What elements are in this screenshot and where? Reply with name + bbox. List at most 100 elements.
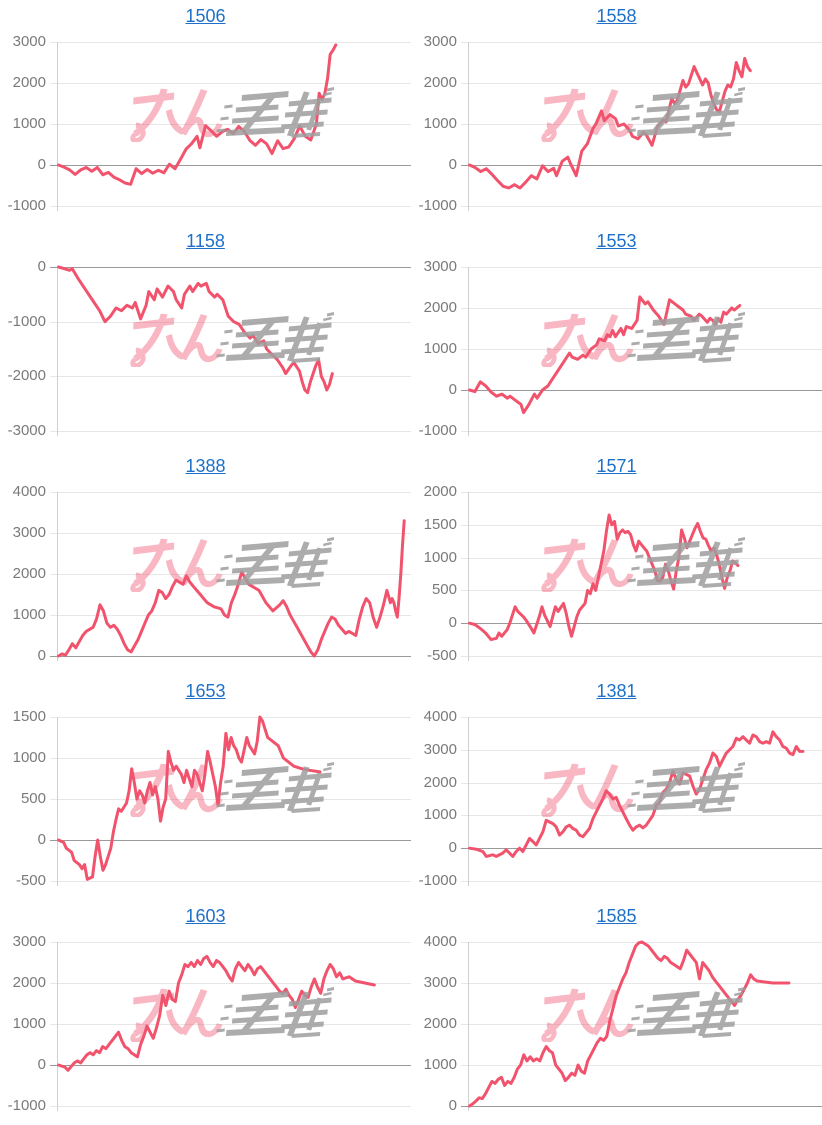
y-axis-tick-label: 1500 [423, 515, 457, 533]
chart-title-link[interactable]: 1571 [596, 456, 637, 476]
chart-title: 1388 [0, 456, 411, 477]
y-axis-tick-label: -1000 [418, 422, 457, 439]
chart-card: 1558 3000 2000 1000 0 -1000 [411, 0, 822, 225]
y-axis-tick-label: -1000 [7, 197, 46, 214]
gridline [461, 881, 822, 882]
chart-title-link[interactable]: 1653 [185, 681, 226, 701]
chart-title-link[interactable]: 1558 [596, 6, 637, 26]
chart-card: 1388 4000 3000 2000 1000 0 [0, 450, 411, 675]
chart-card: 1381 4000 3000 2000 1000 0 -1000 [411, 675, 822, 900]
gridline [50, 1024, 411, 1025]
chart-card: 1653 1500 1000 500 0 -500 [0, 675, 411, 900]
y-axis-tick-label: -1000 [7, 1097, 46, 1114]
gridline [461, 717, 822, 718]
gridline [50, 983, 411, 984]
y-axis-tick-label: 3000 [12, 933, 46, 950]
gridline [461, 983, 822, 984]
gridline [50, 492, 411, 493]
series-line [468, 513, 740, 642]
zero-gridline [461, 848, 822, 850]
y-axis-tick-label: 3000 [423, 974, 457, 991]
series-line [468, 940, 791, 1108]
gridline [461, 431, 822, 432]
chart-title: 1506 [0, 6, 411, 27]
gridline [50, 124, 411, 125]
y-axis-tick-label: 4000 [423, 708, 457, 725]
gridline [50, 615, 411, 616]
chart-title: 1603 [0, 906, 411, 927]
gridline [461, 1024, 822, 1025]
y-axis-tick-label: 0 [448, 1097, 457, 1114]
y-axis-tick-label: 0 [37, 1056, 46, 1073]
gridline [461, 815, 822, 817]
chart-title: 1653 [0, 681, 411, 702]
y-axis-tick-label: 1000 [12, 115, 46, 132]
series-line [468, 295, 742, 415]
y-axis-tick-label: 1000 [12, 606, 46, 623]
chart-card: 1571 2000 1500 1000 500 0 -500 [411, 450, 822, 675]
y-axis-tick-label: 3000 [12, 524, 46, 541]
gridline [50, 1106, 411, 1107]
zero-gridline [461, 1106, 822, 1107]
y-axis-tick-label: 2000 [12, 565, 46, 582]
chart-title-link[interactable]: 1388 [185, 456, 226, 476]
y-axis-line [468, 717, 469, 886]
zero-gridline [461, 165, 822, 166]
y-axis-line [468, 267, 469, 436]
y-axis-tick-label: 0 [448, 381, 457, 398]
chart-card: 1158 0 -1000 -2000 -3000 [0, 225, 411, 450]
gridline [461, 124, 822, 125]
gridline [50, 717, 411, 718]
y-axis-line [57, 267, 58, 436]
y-axis-tick-label: 1000 [423, 340, 457, 357]
y-axis-tick-label: 0 [37, 156, 46, 173]
y-axis-tick-label: 0 [448, 839, 457, 857]
gridline [461, 590, 822, 592]
gridline [50, 574, 411, 575]
gridline [50, 758, 411, 759]
chart-title: 1158 [0, 231, 411, 252]
chart-title-link[interactable]: 1158 [186, 231, 225, 251]
gridline [50, 206, 411, 207]
y-axis-tick-label: 500 [431, 581, 457, 599]
y-axis-tick-label: 2000 [423, 773, 457, 791]
chart-title-link[interactable]: 1585 [596, 906, 637, 926]
y-axis-tick-label: 2000 [423, 299, 457, 316]
y-axis-tick-label: 4000 [423, 933, 457, 950]
y-axis-tick-label: -1000 [7, 312, 46, 330]
chart-card: 1585 4000 3000 2000 1000 0 [411, 900, 822, 1125]
chart-title: 1585 [411, 906, 822, 927]
y-axis-tick-label: 0 [448, 614, 457, 632]
y-axis-tick-label: 1000 [12, 1015, 46, 1032]
gridline [50, 83, 411, 84]
zero-gridline [50, 840, 411, 841]
y-axis-tick-label: -1000 [418, 872, 457, 889]
y-axis-tick-label: 1500 [12, 708, 46, 725]
gridline [461, 206, 822, 207]
y-axis-tick-label: 1000 [423, 806, 457, 824]
series-line [468, 730, 805, 858]
y-axis-line [57, 717, 58, 886]
y-axis-tick-label: 2000 [12, 974, 46, 991]
chart-title-link[interactable]: 1603 [185, 906, 226, 926]
chart-title-link[interactable]: 1506 [185, 6, 226, 26]
series-line [57, 265, 334, 395]
y-axis-tick-label: 1000 [423, 548, 457, 566]
y-axis-tick-label: -2000 [7, 367, 46, 385]
y-axis-tick-label: 3000 [423, 258, 457, 275]
y-axis-tick-label: -3000 [7, 422, 46, 439]
y-axis-tick-label: 1000 [423, 115, 457, 132]
gridline [461, 749, 822, 751]
y-axis-tick-label: 2000 [423, 1015, 457, 1032]
gridline [50, 431, 411, 432]
chart-title-link[interactable]: 1553 [596, 231, 637, 251]
series-line [57, 43, 338, 186]
chart-title-link[interactable]: 1381 [596, 681, 637, 701]
chart-card: 1506 3000 2000 1000 0 -1000 [0, 0, 411, 225]
gridline [461, 1065, 822, 1066]
chart-title: 1553 [411, 231, 822, 252]
gridline [50, 881, 411, 882]
y-axis-tick-label: 0 [37, 647, 46, 664]
y-axis-tick-label: 2000 [423, 483, 457, 500]
